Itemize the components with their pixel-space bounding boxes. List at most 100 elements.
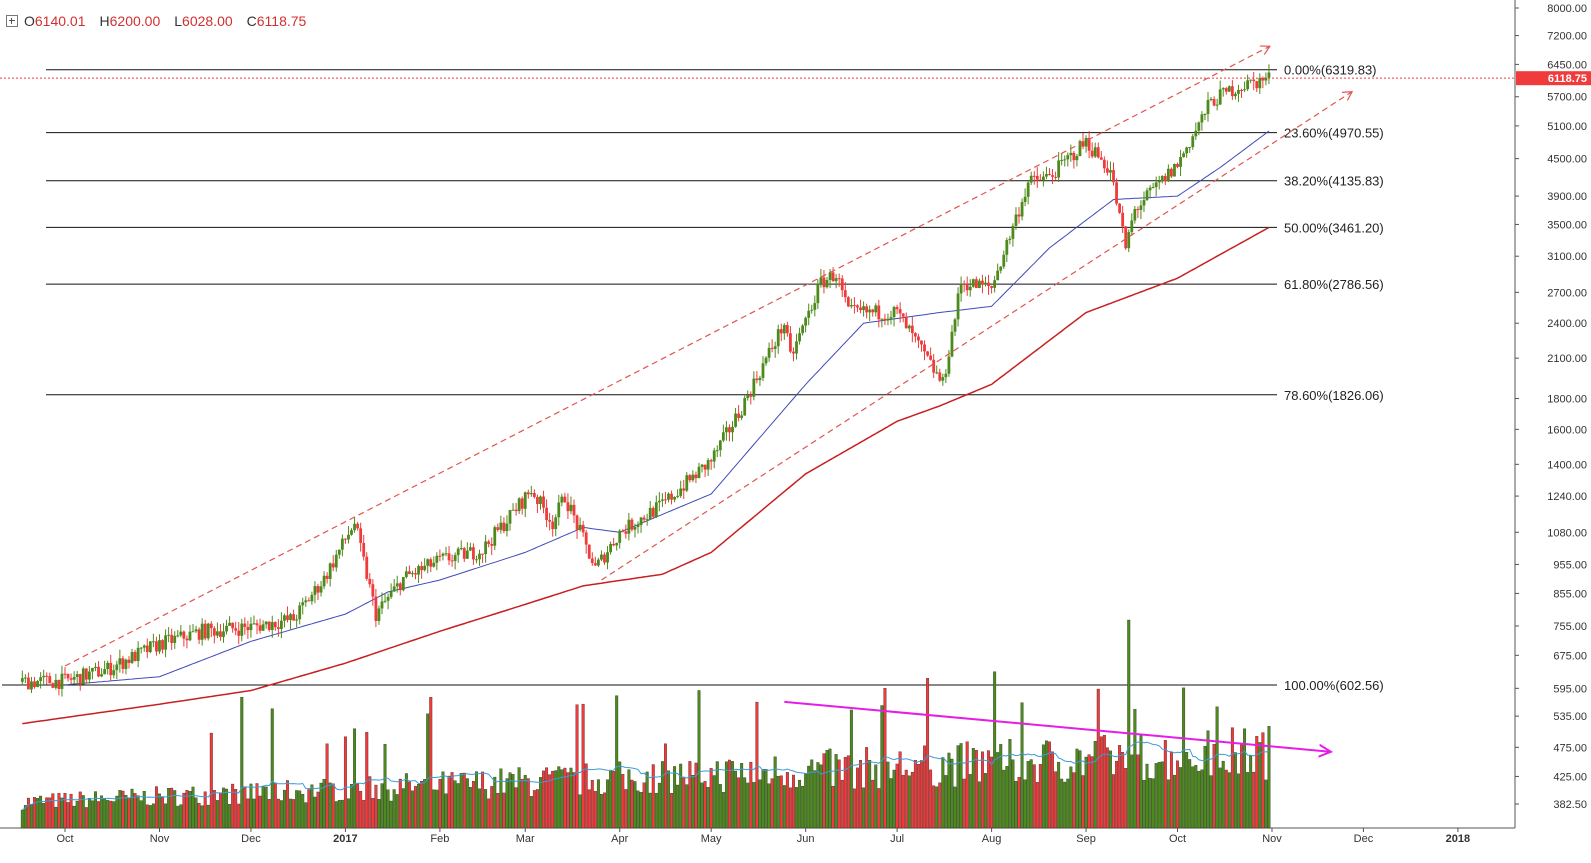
volume-bar: [90, 800, 94, 829]
candle-body: [645, 519, 649, 521]
volume-bar: [255, 783, 259, 829]
candle-body: [740, 415, 744, 418]
volume-bar: [910, 771, 914, 829]
volume-bar: [1206, 730, 1210, 829]
volume-bar: [535, 789, 539, 829]
volume-bar: [599, 794, 603, 829]
volume-bar: [508, 772, 512, 829]
volume-bar: [246, 798, 250, 829]
candle-body: [112, 670, 116, 676]
volume-bar: [999, 744, 1003, 829]
volume-bar: [1148, 778, 1152, 829]
candle-body: [725, 427, 728, 433]
volume-bar: [511, 774, 515, 829]
volume-bar: [240, 697, 244, 829]
volume-bar: [395, 794, 399, 829]
candle-body: [1182, 153, 1186, 158]
volume-bar: [554, 770, 558, 829]
candle-body: [584, 532, 588, 545]
volume-bar: [298, 790, 302, 829]
volume-bar: [97, 801, 100, 829]
volume-bar: [1182, 687, 1186, 829]
volume-bar: [633, 781, 637, 829]
time-tick-label: Dec: [1354, 833, 1374, 845]
volume-bar: [60, 797, 64, 829]
candle-body: [1081, 141, 1085, 147]
volume-bar: [752, 782, 756, 829]
volume-bar: [478, 788, 481, 829]
candle-body: [1218, 89, 1222, 105]
candle-body: [822, 277, 826, 288]
volume-bar: [837, 759, 841, 829]
candle-body: [636, 525, 640, 528]
volume-bar: [944, 775, 948, 829]
volume-bar: [167, 788, 171, 829]
candle-body: [517, 498, 521, 512]
volume-bar: [252, 798, 256, 829]
price-tick-label: 5100.00: [1547, 121, 1587, 133]
volume-bar: [465, 778, 469, 829]
candle-body: [1264, 77, 1268, 81]
volume-bar: [429, 697, 433, 829]
candle-body: [661, 499, 664, 501]
volume-bar: [1200, 769, 1204, 829]
volume-bar: [1017, 777, 1021, 829]
ohlc-legend: O6140.01 H6200.00 L6028.00 C6118.75: [6, 13, 320, 29]
candle-body: [353, 523, 356, 531]
candle-body: [776, 329, 780, 347]
candle-body: [956, 293, 960, 320]
price-tick-label: 8000.00: [1547, 3, 1587, 15]
candle-body: [441, 553, 445, 556]
candle-body: [773, 346, 777, 349]
volume-bar: [624, 789, 628, 829]
volume-bar: [807, 765, 811, 829]
candle-body: [633, 527, 637, 530]
candle-body: [432, 562, 436, 567]
candle-body: [859, 307, 862, 311]
candle-body: [828, 272, 832, 281]
candle-body: [1255, 81, 1259, 89]
candle-body: [255, 623, 259, 626]
volume-bar: [904, 769, 908, 829]
volume-bar: [1057, 761, 1061, 829]
volume-bar: [682, 776, 686, 829]
volume-bar: [383, 744, 387, 829]
candle-body: [368, 578, 372, 585]
volume-bar: [133, 793, 137, 829]
volume-bar: [1249, 755, 1253, 829]
volume-bar: [1093, 741, 1097, 829]
expand-legend-icon[interactable]: [6, 15, 18, 27]
volume-bar: [749, 761, 753, 829]
price-tick-label: 535.00: [1553, 711, 1587, 723]
candle-body: [100, 674, 103, 677]
candle-body: [118, 658, 122, 665]
candle-body: [493, 527, 497, 546]
time-tick-label: Jul: [890, 833, 904, 845]
candle-body: [1243, 89, 1246, 91]
candle-body: [712, 450, 716, 462]
candle-body: [968, 286, 972, 291]
volume-bar: [840, 779, 844, 829]
time-tick-label: Sep: [1076, 833, 1096, 845]
volume-bar: [154, 786, 158, 829]
volume-bar: [871, 779, 875, 829]
volume-bar: [688, 761, 692, 829]
time-tick-label: 2018: [1446, 833, 1470, 845]
volume-bar: [740, 763, 744, 829]
price-tick-label: 2700.00: [1547, 287, 1587, 299]
volume-bar: [331, 783, 335, 829]
volume-bar: [371, 798, 375, 829]
last-price-badge: [1516, 71, 1591, 86]
candle-body: [206, 623, 210, 639]
candle-body: [63, 673, 67, 675]
candle-body: [767, 347, 771, 358]
candle-body: [1261, 77, 1265, 81]
candle-body: [222, 631, 225, 637]
volume-bar: [691, 775, 695, 829]
candle-body: [959, 283, 963, 294]
volume-bar: [971, 748, 975, 829]
volume-bar: [313, 796, 317, 829]
candle-body: [167, 634, 171, 636]
